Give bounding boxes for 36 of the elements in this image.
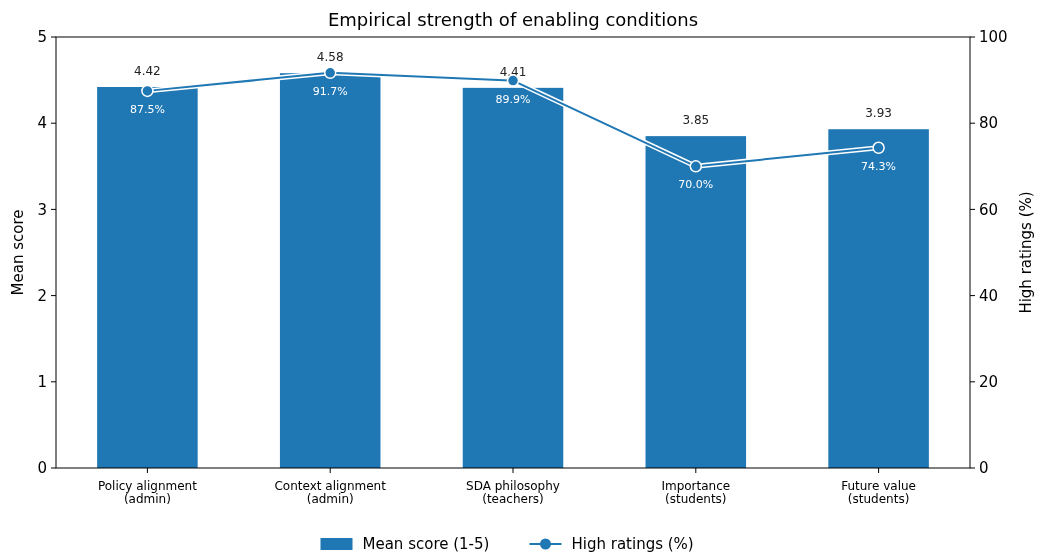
x-tick-label: Importance (students) <box>661 479 731 506</box>
data-label: 4.42 <box>134 64 161 78</box>
point <box>141 84 154 98</box>
y2-tick-label: 100 <box>979 28 1008 47</box>
y2-tick-label: 20 <box>979 373 999 392</box>
y2-axis-title: High ratings (%) <box>1017 191 1036 314</box>
data-label: 89.9% <box>495 92 531 106</box>
point <box>872 141 885 155</box>
data-label: 3.93 <box>865 106 892 121</box>
y-tick-label: 4 <box>37 114 47 133</box>
y2-tick-label: 60 <box>979 200 999 219</box>
y2-tick-label: 0 <box>979 459 989 478</box>
y-tick-label: 1 <box>37 373 47 392</box>
data-label: 4.58 <box>316 50 344 65</box>
x-tick-label: Policy alignment (admin) <box>97 479 198 506</box>
data-label: 3.85 <box>682 113 710 128</box>
point <box>689 160 703 173</box>
data-label: 74.3% <box>861 159 897 173</box>
y-tick-label: 2 <box>37 286 47 305</box>
y2-tick-label: 40 <box>979 286 999 305</box>
data-label: 91.7% <box>312 84 348 98</box>
x-tick-label: SDA philosophy (teachers) <box>466 479 560 506</box>
y2-tick-label: 80 <box>979 114 999 133</box>
data-label: 70.0% <box>678 178 714 192</box>
chart-title: Empirical strength of enabling conditions <box>327 9 699 30</box>
x-tick-label: Future value (students) <box>841 479 917 506</box>
y-axis-title: Mean score <box>9 209 27 296</box>
data-label: 87.5% <box>129 102 165 116</box>
legend-label: High ratings (%) <box>571 535 694 553</box>
legend-label: Mean score (1-5) <box>362 535 490 553</box>
y-tick-label: 0 <box>37 459 47 478</box>
point <box>323 66 337 80</box>
y-tick-label: 5 <box>37 28 47 47</box>
x-tick-label: Context alignment (admin) <box>274 479 387 506</box>
y-tick-label: 3 <box>37 200 47 219</box>
data-label: 4.41 <box>499 64 527 79</box>
